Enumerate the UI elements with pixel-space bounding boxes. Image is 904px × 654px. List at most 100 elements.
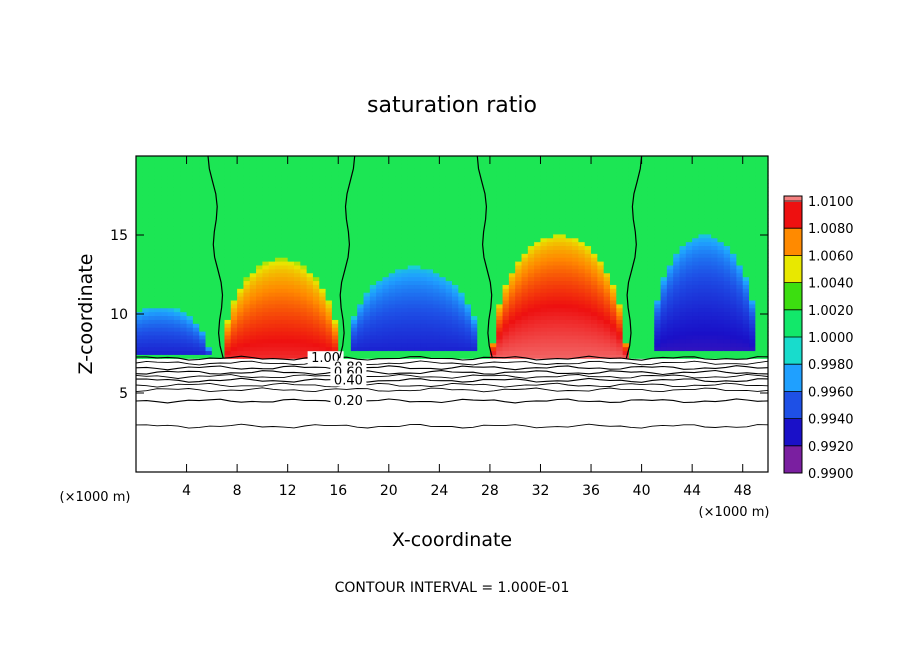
heatmap-cell (641, 354, 649, 359)
heatmap-cell (363, 311, 371, 317)
heatmap-cell (704, 191, 712, 196)
heatmap-cell (496, 229, 504, 235)
heatmap-cell (521, 253, 529, 258)
heatmap-cell (578, 163, 586, 169)
heatmap-cell (205, 226, 213, 231)
heatmap-cell (142, 159, 150, 165)
heatmap-cell (256, 156, 263, 161)
heatmap-cell (540, 334, 548, 340)
heatmap-cell (647, 233, 655, 239)
heatmap-cell (249, 315, 257, 320)
heatmap-cell (312, 319, 320, 324)
heatmap-cell (199, 183, 207, 188)
heatmap-cell (622, 276, 630, 282)
heatmap-cell (249, 338, 257, 344)
heatmap-cell (357, 296, 365, 301)
heatmap-cell (508, 342, 516, 348)
heatmap-cell (192, 303, 200, 309)
heatmap-cell (331, 315, 339, 320)
heatmap-cell (382, 338, 390, 344)
heatmap-cell (161, 272, 169, 278)
heatmap-cell (186, 218, 194, 223)
heatmap-cell (628, 229, 636, 235)
heatmap-cell (647, 210, 655, 215)
heatmap-cell (319, 237, 327, 243)
heatmap-cell (199, 241, 207, 247)
heatmap-cell (192, 311, 200, 317)
heatmap-cell (136, 272, 143, 278)
heatmap-cell (281, 257, 289, 262)
heatmap-cell (723, 167, 731, 173)
heatmap-cell (407, 156, 415, 161)
heatmap-cell (388, 346, 396, 352)
heatmap-cell (237, 299, 245, 305)
heatmap-cell (496, 257, 504, 262)
heatmap-cell (546, 354, 554, 359)
heatmap-cell (142, 292, 150, 297)
heatmap-cell (452, 311, 459, 317)
heatmap-cell (717, 156, 725, 161)
heatmap-cell (136, 175, 143, 180)
heatmap-cell (730, 226, 737, 231)
heatmap-cell (230, 183, 238, 188)
heatmap-cell (559, 156, 567, 161)
heatmap-cell (553, 241, 561, 247)
heatmap-cell (578, 194, 586, 200)
heatmap-cell (395, 194, 403, 200)
heatmap-cell (154, 202, 162, 208)
heatmap-cell (268, 272, 276, 278)
heatmap-cell (723, 241, 731, 247)
heatmap-cell (205, 296, 213, 301)
heatmap-cell (635, 331, 643, 336)
heatmap-cell (154, 167, 162, 173)
heatmap-cell (161, 311, 169, 317)
heatmap-cell (180, 288, 188, 293)
heatmap-cell (388, 226, 396, 231)
heatmap-cell (414, 253, 421, 258)
heatmap-cell (483, 179, 491, 184)
heatmap-cell (192, 268, 200, 274)
heatmap-cell (312, 187, 320, 192)
heatmap-cell (452, 334, 459, 340)
heatmap-cell (654, 187, 662, 192)
heatmap-cell (205, 354, 213, 359)
heatmap-cell (610, 292, 617, 297)
heatmap-cell (534, 206, 542, 212)
heatmap-cell (489, 288, 497, 293)
heatmap-cell (173, 159, 181, 165)
heatmap-cell (331, 253, 339, 258)
heatmap-cell (578, 331, 586, 336)
heatmap-cell (382, 257, 390, 262)
heatmap-cell (395, 183, 403, 188)
heatmap-cell (515, 214, 523, 219)
heatmap-cell (186, 264, 194, 270)
heatmap-cell (275, 342, 282, 348)
heatmap-cell (483, 342, 491, 348)
heatmap-cell (692, 311, 700, 317)
heatmap-cell (572, 261, 579, 266)
heatmap-cell (622, 257, 630, 262)
heatmap-cell (723, 288, 731, 293)
heatmap-cell (692, 253, 700, 258)
heatmap-cell (268, 198, 276, 204)
heatmap-cell (407, 264, 415, 270)
heatmap-cell (256, 346, 263, 352)
heatmap-cell (161, 253, 169, 258)
heatmap-cell (312, 338, 320, 344)
heatmap-cell (148, 171, 156, 177)
heatmap-cell (704, 198, 712, 204)
heatmap-cell (477, 299, 485, 305)
heatmap-cell (597, 214, 605, 219)
heatmap-cell (294, 331, 301, 336)
heatmap-cell (597, 264, 605, 270)
heatmap-cell (237, 334, 245, 340)
heatmap-cell (736, 264, 744, 270)
heatmap-cell (610, 218, 617, 223)
heatmap-cell (572, 268, 579, 274)
heatmap-cell (540, 210, 548, 215)
heatmap-cell (388, 264, 396, 270)
heatmap-cell (256, 226, 263, 231)
heatmap-cell (673, 210, 681, 215)
heatmap-cell (483, 354, 491, 359)
heatmap-cell (192, 218, 200, 223)
